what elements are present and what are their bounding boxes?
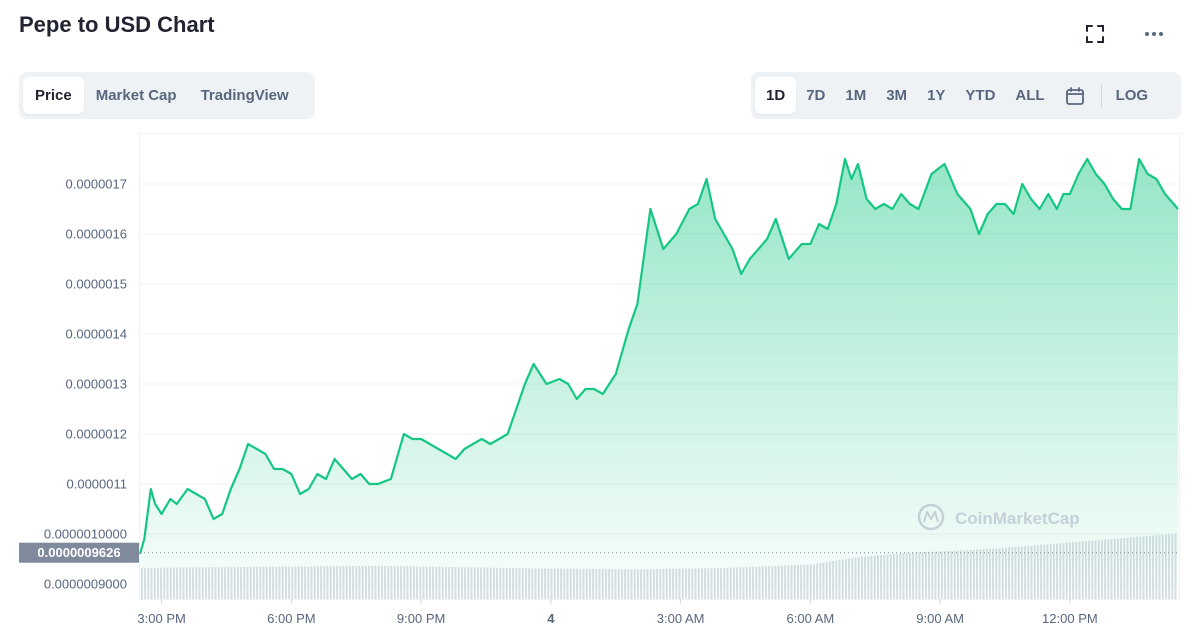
range-3m[interactable]: 3M <box>886 87 908 104</box>
price-line <box>138 157 1179 555</box>
coinmarketcap-logo-icon <box>917 503 945 531</box>
plot-frame <box>139 133 1180 600</box>
range-divider <box>1100 83 1102 108</box>
x-tick-label: 6:00 AM <box>787 611 835 626</box>
y-tick-label: 0.0000011 <box>67 477 128 492</box>
x-tick-label: 9:00 AM <box>916 611 964 626</box>
range-7d[interactable]: 7D <box>806 87 826 104</box>
current-price-label-bg <box>19 542 139 563</box>
price-area <box>140 159 1178 599</box>
x-tick-label: 4 <box>547 611 555 626</box>
x-tick-label: 12:00 PM <box>1042 611 1098 626</box>
range-ytd[interactable]: YTD <box>965 87 996 104</box>
y-tick-label: 0.0000012 <box>66 427 127 442</box>
range-all[interactable]: ALL <box>1015 87 1045 104</box>
y-tick-label: 0.0000010000 <box>44 527 127 542</box>
range-1m[interactable]: 1M <box>845 87 867 104</box>
y-tick-label: 0.0000017 <box>66 177 127 192</box>
calendar-glyph <box>1065 86 1084 105</box>
x-tick-label: 9:00 PM <box>397 611 445 626</box>
range-1d[interactable]: 1D <box>755 77 797 114</box>
x-tick-label: 3:00 AM <box>657 611 705 626</box>
x-tick-label: 6:00 PM <box>267 611 315 626</box>
y-tick-label: 0.0000016 <box>66 227 127 242</box>
fullscreen-glyph <box>1086 25 1104 43</box>
tab-tradingview[interactable]: TradingView <box>200 87 289 104</box>
tab-price[interactable]: Price <box>23 77 84 114</box>
y-tick-label: 0.0000013 <box>66 377 127 392</box>
current-price-label: 0.0000009626 <box>37 545 120 560</box>
y-tick-label: 0.0000009000 <box>44 577 127 592</box>
more-glyph <box>1145 32 1163 36</box>
range-selector: 1D 7D 1M 3M 1Y YTD ALL LOG <box>751 72 1181 119</box>
range-1y[interactable]: 1Y <box>927 87 946 104</box>
fullscreen-icon[interactable] <box>1081 20 1109 48</box>
more-icon[interactable] <box>1140 20 1168 48</box>
tab-market-cap[interactable]: Market Cap <box>95 87 177 104</box>
calendar-icon[interactable] <box>1055 77 1095 114</box>
page-title: Pepe to USD Chart <box>19 12 215 37</box>
x-tick-label: 3:00 PM <box>137 611 185 626</box>
chart-type-tabs: Price Market Cap TradingView <box>19 72 315 119</box>
watermark-text: CoinMarketCap <box>955 509 1080 528</box>
log-toggle[interactable]: LOG <box>1115 87 1149 104</box>
y-tick-label: 0.0000014 <box>66 327 127 342</box>
watermark: CoinMarketCap <box>917 503 1080 531</box>
y-tick-label: 0.0000015 <box>66 277 127 292</box>
